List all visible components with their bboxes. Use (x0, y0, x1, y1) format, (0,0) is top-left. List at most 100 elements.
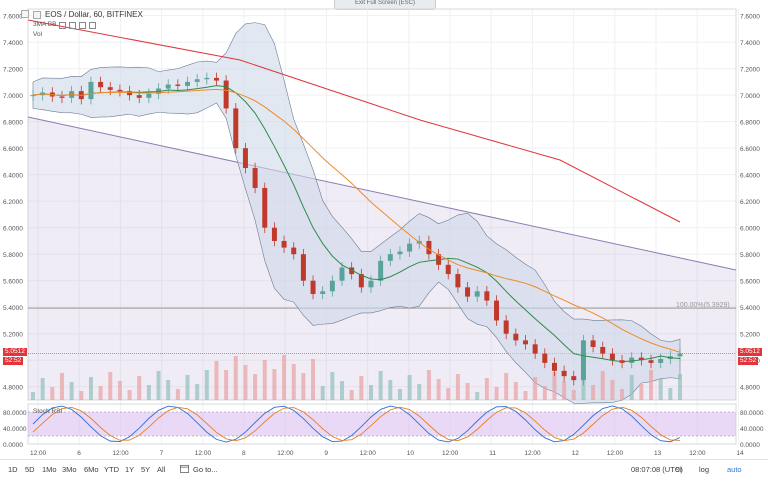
fib-level-label: 100.00%(5.3929) (676, 302, 730, 309)
indicator-label-bb[interactable]: 3MA BB (33, 21, 57, 28)
rsi-tick-left: 80.0000 (3, 410, 27, 417)
volume-bar (185, 375, 190, 400)
range-3mo[interactable]: 3Mo (62, 465, 77, 474)
volume-bar (639, 384, 644, 400)
volume-bar (224, 370, 229, 400)
candle-body (349, 267, 355, 275)
volume-bar (146, 385, 151, 400)
time-tick: 12:00 (607, 450, 624, 457)
indicator-label-vol[interactable]: Vol (33, 31, 43, 38)
price-tick-right: 5.4000 (740, 305, 760, 312)
candle-body (387, 254, 393, 261)
range-ytd[interactable]: YTD (104, 465, 119, 474)
candle-body (484, 291, 490, 301)
volume-bar (494, 387, 499, 400)
volume-bar (523, 391, 528, 400)
range-all[interactable]: All (157, 465, 166, 474)
auto-toggle[interactable]: auto (727, 465, 742, 474)
candle-body (320, 291, 326, 294)
volume-bar (69, 382, 74, 400)
close-icon[interactable] (79, 21, 87, 29)
volume-bar (610, 380, 615, 400)
candle-body (175, 84, 181, 86)
eye-icon[interactable] (59, 21, 67, 29)
price-tick-right: 5.8000 (740, 252, 760, 259)
volume-bar (658, 379, 663, 400)
time-tick: 12:00 (112, 450, 129, 457)
price-tick-right: 7.6000 (740, 14, 760, 21)
stoch-rsi-label[interactable]: Stoch RSI (33, 408, 63, 415)
candle-body (532, 344, 538, 354)
time-tick: 12:00 (689, 450, 706, 457)
volume-bar (320, 386, 325, 400)
volume-bar (504, 373, 509, 400)
range-1d[interactable]: 1D (8, 465, 18, 474)
volume-bar (233, 356, 238, 400)
volume-bar (291, 364, 296, 400)
price-tick-left: 5.8000 (3, 252, 23, 259)
volume-bar (59, 373, 64, 400)
volume-bar (31, 392, 35, 400)
sma-orange-line (32, 88, 681, 353)
time-tick: 6 (77, 450, 81, 457)
price-tick-left: 7.2000 (3, 67, 23, 74)
range-1y[interactable]: 1Y (125, 465, 135, 474)
goto-button[interactable]: Go to... (193, 465, 218, 474)
candle-body (98, 81, 104, 88)
time-tick: 12:00 (195, 450, 212, 457)
candle-body (426, 240, 432, 255)
volume-bar (407, 375, 412, 400)
price-tick-left: 5.6000 (3, 279, 23, 286)
price-tick-left: 5.4000 (3, 305, 23, 312)
more-icon[interactable] (89, 21, 97, 29)
settings-icon[interactable] (69, 21, 77, 29)
volume-bar (397, 389, 402, 400)
range-6mo[interactable]: 6Mo (84, 465, 99, 474)
range-5y[interactable]: 5Y (141, 465, 151, 474)
stoch-k-line (32, 405, 681, 443)
candle-body (503, 320, 509, 334)
symbol-square-icon[interactable] (33, 11, 41, 19)
candle-body (329, 280, 335, 292)
candle-body (638, 357, 644, 361)
candle-body (561, 370, 567, 377)
collapse-legend-button[interactable] (21, 10, 29, 18)
volume-bar (50, 387, 55, 400)
range-5d[interactable]: 5D (25, 465, 35, 474)
range-1mo[interactable]: 1Mo (42, 465, 57, 474)
candle-body (551, 362, 557, 371)
volume-bar (137, 376, 142, 400)
stoch-d-line (32, 406, 681, 442)
volume-bar (484, 378, 489, 400)
candle-body (204, 77, 210, 80)
volume-bar (311, 359, 316, 400)
volume-bar (349, 390, 354, 400)
volume-bar (88, 377, 93, 400)
volume-bar (591, 385, 596, 400)
calendar-icon[interactable] (180, 464, 189, 473)
volume-bar (571, 390, 576, 400)
candle-body (281, 240, 287, 248)
volume-bar (330, 372, 335, 400)
candle-body (271, 227, 277, 241)
volume-bar (388, 380, 393, 400)
candle-body (658, 358, 664, 363)
candle-body (445, 264, 451, 275)
price-tick-left: 7.6000 (3, 14, 23, 21)
price-chart[interactable]: 7.6000 7.6000 7.4000 7.4000 7.2000 7.2000 7.00… (0, 0, 768, 460)
log-toggle[interactable]: log (699, 465, 710, 474)
candle-body (252, 168, 258, 188)
candle-body (629, 357, 635, 363)
volume-bar (678, 374, 682, 400)
time-tick: 11 (489, 450, 496, 457)
candle-body (368, 280, 374, 288)
candle-body (300, 254, 306, 281)
price-tick-right: 7.0000 (740, 93, 760, 100)
countdown-tag: 52:52 (738, 357, 759, 365)
percent-toggle[interactable]: % (676, 465, 683, 474)
price-tick-right: 4.8000 (740, 385, 760, 392)
candle-body (580, 340, 586, 381)
volume-bar (552, 372, 557, 400)
candle-body (571, 376, 577, 381)
price-tick-right: 5.6000 (740, 279, 760, 286)
